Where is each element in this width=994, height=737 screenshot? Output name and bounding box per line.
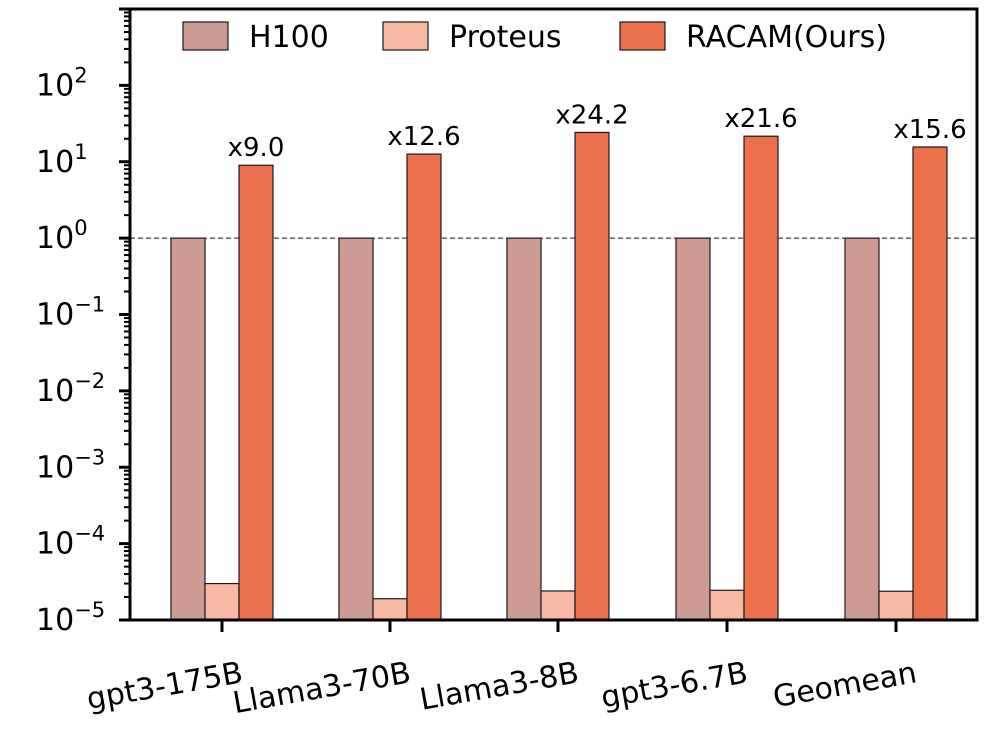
y-tick-label: 10−1 bbox=[36, 293, 105, 333]
x-tick-label: gpt3-6.7B bbox=[598, 655, 750, 715]
x-tick-label: Llama3-70B bbox=[230, 655, 413, 721]
data-label: x21.6 bbox=[724, 104, 797, 134]
y-tick-label: 10−3 bbox=[36, 445, 105, 485]
y-tick-label: 100 bbox=[36, 216, 88, 256]
bar bbox=[878, 590, 914, 621]
legend-label: Proteus bbox=[449, 20, 561, 55]
bar bbox=[406, 153, 442, 621]
bar bbox=[506, 237, 542, 621]
y-tick-label: 10−2 bbox=[36, 369, 105, 409]
y-tick-label: 101 bbox=[36, 140, 88, 180]
legend-label: H100 bbox=[249, 20, 329, 55]
data-label: x15.6 bbox=[893, 115, 966, 145]
bar bbox=[204, 582, 240, 621]
legend-swatch bbox=[619, 21, 666, 51]
legend-label: RACAM(Ours) bbox=[686, 20, 887, 55]
bar bbox=[675, 237, 711, 621]
bar bbox=[540, 590, 576, 621]
y-axis: 102 101 100 10−1 10−2 10−3 10−4 10−5 bbox=[36, 7, 130, 638]
data-labels-group: x9.0 x12.6 x24.2 x21.6 x15.6 bbox=[228, 100, 967, 163]
bar bbox=[170, 237, 206, 621]
legend-swatch bbox=[182, 21, 229, 51]
bar bbox=[238, 164, 274, 621]
data-label: x24.2 bbox=[555, 100, 628, 130]
bar bbox=[372, 598, 408, 621]
data-label: x9.0 bbox=[228, 133, 285, 163]
plot-frame bbox=[128, 7, 979, 622]
x-tick-label: Geomean bbox=[770, 655, 919, 715]
y-tick-label: 10−4 bbox=[36, 522, 105, 562]
legend: H100 Proteus RACAM(Ours) bbox=[182, 20, 887, 55]
y-tick-label: 102 bbox=[36, 63, 88, 103]
bar bbox=[574, 131, 610, 621]
x-tick-label: Llama3-8B bbox=[417, 655, 581, 717]
bar bbox=[844, 237, 880, 621]
y-tick-label: 10−5 bbox=[36, 598, 105, 638]
bars-group bbox=[170, 131, 948, 621]
bar bbox=[709, 589, 745, 621]
data-label: x12.6 bbox=[387, 122, 460, 152]
bar bbox=[912, 146, 948, 621]
legend-swatch bbox=[382, 21, 429, 51]
bar bbox=[743, 135, 779, 621]
bar bbox=[338, 237, 374, 621]
x-tick-label: gpt3-175B bbox=[84, 655, 245, 717]
